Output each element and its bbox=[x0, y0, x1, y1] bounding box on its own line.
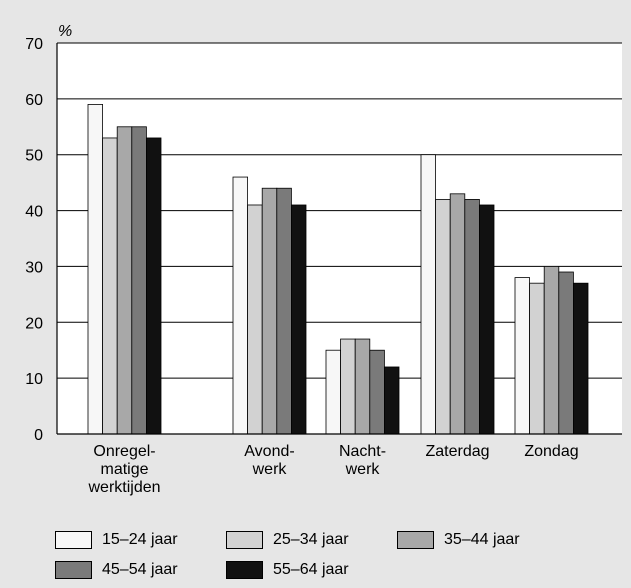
bar bbox=[354, 338, 371, 435]
bar bbox=[145, 137, 162, 435]
bar bbox=[276, 187, 292, 435]
legend-item: 45–54 jaar bbox=[55, 559, 178, 581]
legend-label: 35–44 jaar bbox=[444, 531, 520, 548]
bar bbox=[102, 137, 118, 435]
y-tick-label: 0 bbox=[34, 427, 43, 444]
y-axis-label: % bbox=[58, 23, 72, 40]
x-category-label-line: Zaterdag bbox=[425, 443, 489, 460]
legend-label: 55–64 jaar bbox=[273, 561, 349, 578]
x-category-label-line: Nacht- bbox=[339, 443, 386, 460]
bar bbox=[232, 176, 249, 435]
bar bbox=[558, 271, 574, 435]
legend-swatch bbox=[226, 531, 263, 549]
x-category-label: Avond-werk bbox=[244, 443, 294, 478]
bar bbox=[420, 154, 437, 435]
legend: 15–24 jaar 25–34 jaar 35–44 jaar 45–54 jaar… bbox=[55, 526, 595, 582]
y-tick-label: 10 bbox=[25, 371, 43, 388]
bar bbox=[247, 204, 263, 435]
bar bbox=[435, 198, 451, 435]
x-category-label-line: Onregel- bbox=[93, 443, 155, 460]
x-category-label-line: Zondag bbox=[524, 443, 578, 460]
bar bbox=[383, 366, 400, 435]
x-category-label-line: werk bbox=[345, 461, 381, 478]
bar bbox=[464, 198, 480, 435]
legend-item: 25–34 jaar bbox=[226, 529, 349, 551]
x-category-label-line: matige bbox=[100, 461, 148, 478]
y-tick-label: 70 bbox=[25, 36, 43, 53]
legend-label: 45–54 jaar bbox=[102, 561, 178, 578]
bar bbox=[290, 204, 307, 435]
x-category-label-line: werktijden bbox=[87, 479, 160, 496]
y-tick-label: 20 bbox=[25, 315, 43, 332]
bar bbox=[131, 126, 147, 435]
legend-swatch bbox=[55, 531, 92, 549]
x-category-label: Zaterdag bbox=[425, 443, 489, 460]
legend-item: 55–64 jaar bbox=[226, 559, 349, 581]
x-category-label-line: werk bbox=[252, 461, 288, 478]
bar bbox=[514, 277, 531, 435]
bar bbox=[369, 349, 385, 435]
x-category-label-line: Avond- bbox=[244, 443, 294, 460]
x-category-label: Zondag bbox=[524, 443, 578, 460]
y-tick-label: 40 bbox=[25, 204, 43, 221]
bar bbox=[529, 282, 545, 435]
bar bbox=[573, 282, 589, 435]
bar bbox=[87, 104, 104, 435]
y-tick-label: 50 bbox=[25, 148, 43, 165]
legend-item: 35–44 jaar bbox=[397, 529, 520, 551]
legend-swatch bbox=[397, 531, 434, 549]
legend-swatch bbox=[226, 561, 263, 579]
legend-item: 15–24 jaar bbox=[55, 529, 178, 551]
bar bbox=[449, 193, 466, 435]
bar bbox=[116, 126, 133, 435]
bar bbox=[340, 338, 356, 435]
legend-swatch bbox=[55, 561, 92, 579]
legend-label: 25–34 jaar bbox=[273, 531, 349, 548]
bar bbox=[478, 204, 495, 435]
y-tick-label: 60 bbox=[25, 92, 43, 109]
bar bbox=[325, 349, 342, 435]
y-tick-label: 30 bbox=[25, 259, 43, 276]
x-category-label: Nacht-werk bbox=[339, 443, 386, 478]
x-category-label: Onregel-matige werktijden bbox=[87, 443, 160, 496]
bar bbox=[543, 266, 560, 435]
legend-label: 15–24 jaar bbox=[102, 531, 178, 548]
bar bbox=[261, 187, 278, 435]
